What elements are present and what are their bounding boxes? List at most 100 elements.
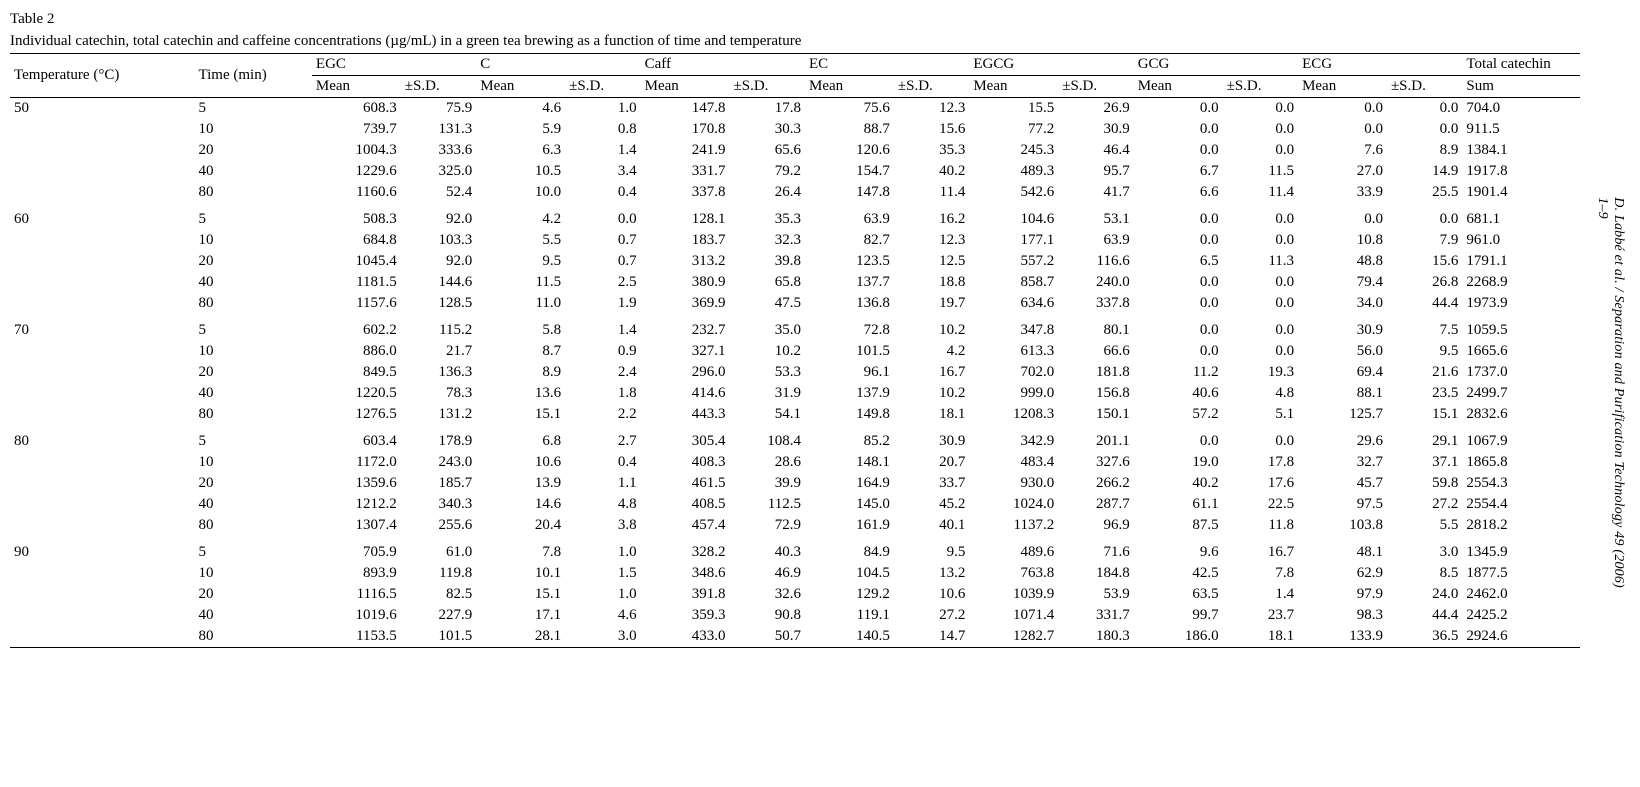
cell-mean: 88.1 [1298,383,1387,404]
cell-mean: 305.4 [641,425,730,452]
cell-mean: 84.9 [805,536,894,563]
cell-temperature: 80 [10,425,195,452]
table-row: 401229.6325.010.53.4331.779.2154.740.248… [10,161,1580,182]
cell-mean: 183.7 [641,230,730,251]
table-row: 801276.5131.215.12.2443.354.1149.818.112… [10,404,1580,425]
table-row: 401212.2340.314.64.8408.5112.5145.045.21… [10,494,1580,515]
cell-mean: 48.8 [1298,251,1387,272]
cell-sd: 0.0 [1223,140,1298,161]
cell-sd: 0.4 [565,452,640,473]
cell-sd: 16.2 [894,203,969,230]
cell-mean: 48.1 [1298,536,1387,563]
cell-sd: 0.0 [1223,230,1298,251]
subheader-mean: Mean [969,76,1058,98]
cell-sd: 337.8 [1058,293,1133,314]
cell-mean: 56.0 [1298,341,1387,362]
cell-sd: 0.9 [565,341,640,362]
cell-mean: 5.5 [476,230,565,251]
cell-time: 40 [195,383,312,404]
cell-mean: 170.8 [641,119,730,140]
cell-time: 10 [195,341,312,362]
cell-mean: 1212.2 [312,494,401,515]
table-row: 705602.2115.25.81.4232.735.072.810.2347.… [10,314,1580,341]
cell-sd: 11.5 [1223,161,1298,182]
cell-sd: 35.0 [730,314,805,341]
cell-sd: 2.2 [565,404,640,425]
cell-time: 80 [195,626,312,648]
cell-sd: 15.1 [1387,404,1462,425]
cell-mean: 1153.5 [312,626,401,648]
cell-sd: 79.2 [730,161,805,182]
cell-sd: 108.4 [730,425,805,452]
cell-sd: 16.7 [894,362,969,383]
table-row: 201004.3333.66.31.4241.965.6120.635.3245… [10,140,1580,161]
cell-sum: 911.5 [1462,119,1580,140]
cell-mean: 1137.2 [969,515,1058,536]
cell-sd: 0.0 [1223,98,1298,120]
cell-temperature [10,272,195,293]
cell-mean: 8.7 [476,341,565,362]
cell-mean: 634.6 [969,293,1058,314]
cell-sd: 31.9 [730,383,805,404]
cell-sd: 1.8 [565,383,640,404]
cell-sd: 115.2 [401,314,476,341]
cell-sd: 3.4 [565,161,640,182]
cell-mean: 296.0 [641,362,730,383]
table-row: 201116.582.515.11.0391.832.6129.210.6103… [10,584,1580,605]
cell-sd: 0.0 [1223,203,1298,230]
table-row: 10739.7131.35.90.8170.830.388.715.677.23… [10,119,1580,140]
cell-sd: 0.0 [1223,272,1298,293]
cell-mean: 1039.9 [969,584,1058,605]
cell-mean: 164.9 [805,473,894,494]
cell-mean: 0.0 [1134,119,1223,140]
cell-mean: 342.9 [969,425,1058,452]
cell-sd: 27.2 [1387,494,1462,515]
cell-sum: 1901.4 [1462,182,1580,203]
running-citation: D. Labbé et al. / Separation and Purific… [1594,197,1626,591]
cell-mean: 408.3 [641,452,730,473]
cell-sum: 1791.1 [1462,251,1580,272]
subheader-sd: ±S.D. [1058,76,1133,98]
cell-time: 10 [195,563,312,584]
cell-mean: 0.0 [1298,119,1387,140]
cell-sd: 10.2 [894,314,969,341]
cell-time: 80 [195,404,312,425]
subheader-sd: ±S.D. [730,76,805,98]
cell-mean: 140.5 [805,626,894,648]
cell-time: 80 [195,293,312,314]
cell-mean: 232.7 [641,314,730,341]
cell-sd: 35.3 [894,140,969,161]
cell-sd: 23.7 [1223,605,1298,626]
cell-sd: 45.2 [894,494,969,515]
cell-sd: 4.6 [565,605,640,626]
cell-mean: 10.5 [476,161,565,182]
table-label: Table 2 [10,10,1580,30]
cell-mean: 6.3 [476,140,565,161]
cell-sd: 90.8 [730,605,805,626]
cell-time: 80 [195,515,312,536]
cell-mean: 125.7 [1298,404,1387,425]
cell-mean: 886.0 [312,341,401,362]
cell-mean: 15.1 [476,404,565,425]
cell-mean: 19.0 [1134,452,1223,473]
cell-mean: 42.5 [1134,563,1223,584]
cell-mean: 1282.7 [969,626,1058,648]
cell-sum: 2268.9 [1462,272,1580,293]
cell-time: 5 [195,425,312,452]
cell-sum: 2818.2 [1462,515,1580,536]
cell-mean: 0.0 [1134,203,1223,230]
cell-mean: 88.7 [805,119,894,140]
cell-sd: 96.9 [1058,515,1133,536]
cell-sd: 27.2 [894,605,969,626]
cell-mean: 98.3 [1298,605,1387,626]
cell-mean: 1172.0 [312,452,401,473]
cell-mean: 11.5 [476,272,565,293]
cell-mean: 1181.5 [312,272,401,293]
cell-sd: 3.0 [565,626,640,648]
cell-sd: 95.7 [1058,161,1133,182]
cell-mean: 136.8 [805,293,894,314]
cell-time: 40 [195,494,312,515]
cell-sd: 78.3 [401,383,476,404]
cell-mean: 15.1 [476,584,565,605]
header-total: Total catechin [1462,54,1580,76]
